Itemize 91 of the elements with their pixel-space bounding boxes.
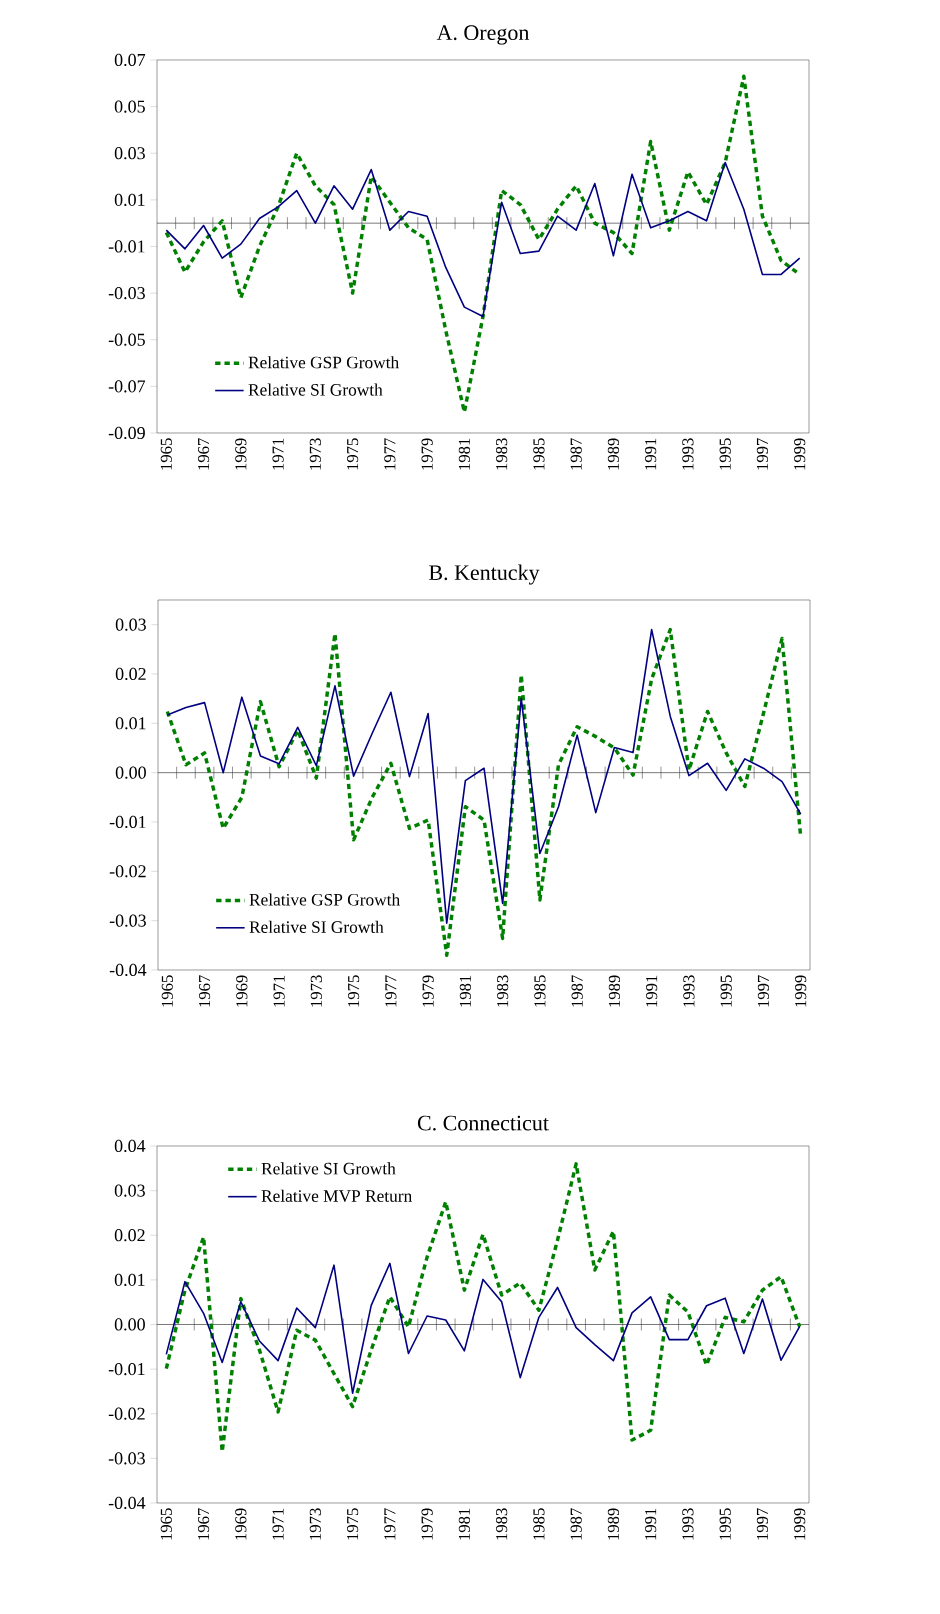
x-tick-label: 1991 (645, 438, 657, 470)
y-tick-label: -0.02 (109, 865, 146, 878)
x-tick-label: 1979 (422, 975, 434, 1007)
x-tick-label: 1975 (347, 438, 359, 470)
x-tick-label: 1969 (235, 438, 247, 470)
x-tick-label: 1971 (273, 975, 285, 1007)
y-tick-label: 0.01 (115, 717, 146, 730)
x-tick-label: 1983 (497, 975, 509, 1007)
legend-label: Relative SI Growth (261, 1162, 396, 1175)
x-tick-label: 1971 (272, 1508, 284, 1540)
y-tick-label: 0.01 (114, 1273, 145, 1286)
legend-label: Relative GSP Growth (248, 356, 399, 369)
y-tick-label: 0.02 (114, 1229, 145, 1242)
y-tick-label: 0.05 (114, 100, 145, 113)
x-tick-label: 1977 (385, 975, 397, 1007)
y-tick-label: 0.04 (114, 1139, 146, 1153)
chart-title: B. Kentucky (429, 564, 540, 585)
legend-label: Relative SI Growth (249, 920, 384, 933)
x-tick-label: 1999 (795, 975, 807, 1007)
x-tick-label: 1997 (756, 1508, 769, 1540)
x-tick-label: 1979 (421, 438, 433, 470)
x-tick-label: 1987 (570, 1508, 582, 1540)
x-tick-label: 1973 (309, 438, 321, 470)
x-tick-label: 1969 (236, 975, 248, 1007)
y-tick-label: -0.07 (108, 380, 146, 393)
x-tick-label: 1985 (533, 1508, 545, 1540)
y-tick-label: -0.01 (108, 240, 145, 253)
y-tick-label: -0.04 (109, 963, 147, 977)
y-tick-label: -0.01 (108, 1363, 145, 1376)
x-tick-label: 1997 (757, 975, 770, 1007)
x-tick-label: 1993 (682, 1508, 694, 1540)
x-tick-label: 1999 (794, 438, 806, 470)
y-tick-label: 0.02 (115, 667, 146, 681)
y-tick-label: 0.07 (114, 53, 146, 67)
x-tick-label: 1983 (496, 438, 508, 470)
y-tick-label: 0.00 (115, 766, 146, 779)
x-tick-label: 1973 (310, 975, 322, 1007)
x-tick-label: 1977 (384, 438, 396, 470)
line-series (165, 161, 801, 318)
y-tick-label: -0.03 (108, 286, 145, 300)
y-tick-label: 0.03 (114, 1184, 145, 1197)
x-tick-label: 1999 (794, 1508, 806, 1540)
chart-title: A. Oregon (436, 25, 530, 45)
x-tick-label: 1979 (421, 1508, 433, 1540)
x-tick-label: 1967 (197, 438, 210, 470)
legend-label: Relative GSP Growth (249, 893, 400, 906)
x-tick-label: 1991 (646, 975, 658, 1007)
x-tick-label: 1971 (272, 438, 284, 470)
y-tick-label: -0.05 (108, 333, 145, 346)
legend-label: Relative SI Growth (248, 383, 383, 396)
y-tick-label: -0.03 (109, 914, 146, 927)
y-tick-label: 0.03 (114, 147, 145, 160)
x-tick-label: 1969 (235, 1508, 247, 1540)
y-tick-label: -0.04 (108, 1496, 146, 1510)
y-tick-label: 0.01 (114, 193, 145, 206)
x-tick-label: 1981 (459, 975, 471, 1007)
x-tick-label: 1985 (533, 438, 545, 470)
x-tick-label: 1973 (309, 1508, 321, 1540)
x-tick-label: 1985 (534, 975, 546, 1007)
x-tick-label: 1991 (645, 1508, 657, 1540)
legend-label: Relative MVP Return (261, 1189, 412, 1202)
x-tick-label: 1975 (347, 1508, 359, 1540)
y-tick-label: -0.01 (109, 815, 146, 829)
chart-title: C. Connecticut (417, 1115, 549, 1131)
y-tick-label: -0.02 (108, 1407, 145, 1420)
x-tick-label: 1993 (682, 438, 694, 470)
x-tick-label: 1975 (348, 975, 360, 1007)
x-tick-label: 1965 (161, 975, 173, 1007)
x-tick-label: 1967 (198, 975, 211, 1007)
x-tick-label: 1981 (458, 1508, 470, 1540)
x-tick-label: 1989 (608, 975, 621, 1007)
x-tick-label: 1993 (683, 975, 695, 1007)
x-tick-label: 1995 (720, 975, 732, 1007)
y-tick-label: -0.03 (108, 1452, 145, 1465)
x-tick-label: 1965 (160, 438, 172, 470)
line-series (165, 1262, 801, 1395)
x-tick-label: 1981 (458, 438, 470, 470)
x-tick-label: 1987 (571, 975, 583, 1007)
x-tick-label: 1977 (384, 1508, 396, 1540)
x-tick-label: 1983 (496, 1508, 508, 1540)
y-tick-label: 0.00 (114, 1318, 145, 1331)
x-tick-label: 1989 (607, 438, 620, 470)
x-tick-label: 1987 (570, 438, 582, 470)
x-tick-label: 1967 (197, 1508, 210, 1540)
y-tick-label: 0.03 (115, 618, 146, 631)
x-tick-label: 1965 (160, 1508, 172, 1540)
y-tick-label: -0.09 (108, 426, 145, 440)
x-tick-label: 1995 (719, 438, 731, 470)
x-tick-label: 1989 (607, 1508, 620, 1540)
x-tick-label: 1995 (719, 1508, 731, 1540)
x-tick-label: 1997 (756, 438, 769, 470)
